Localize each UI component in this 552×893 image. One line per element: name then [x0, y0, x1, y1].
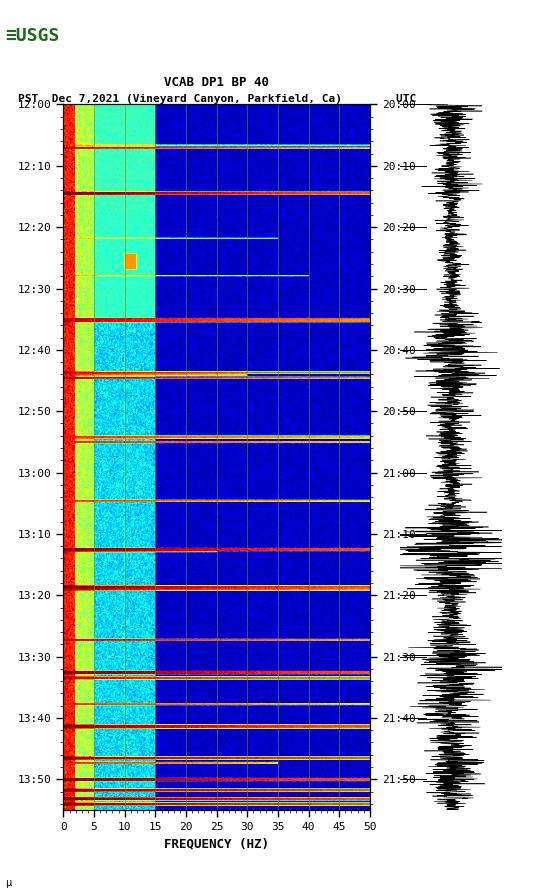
Text: μ: μ: [6, 878, 12, 888]
Text: ≡USGS: ≡USGS: [6, 27, 60, 45]
Text: PST  Dec 7,2021 (Vineyard Canyon, Parkfield, Ca)        UTC: PST Dec 7,2021 (Vineyard Canyon, Parkfie…: [18, 95, 416, 104]
Text: VCAB DP1 BP 40: VCAB DP1 BP 40: [164, 76, 269, 89]
X-axis label: FREQUENCY (HZ): FREQUENCY (HZ): [164, 838, 269, 850]
